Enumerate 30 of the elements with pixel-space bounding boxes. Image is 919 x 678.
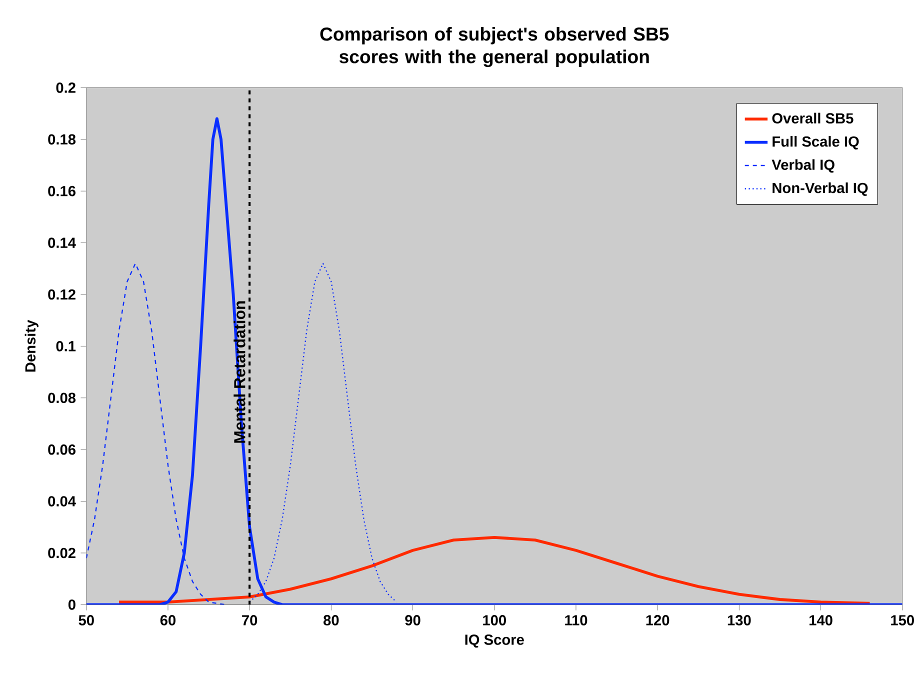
y-tick-label: 0.16: [48, 186, 76, 196]
x-tick-label: 120: [646, 615, 670, 626]
y-tick-label: 0.1: [56, 341, 76, 352]
x-tick-label: 60: [160, 615, 176, 626]
chart-title: Comparison of subject's observed SB5 scores with the general population: [320, 27, 669, 68]
ref-line-label: Mental Retardation: [234, 301, 246, 443]
y-tick-label: 0.18: [48, 134, 76, 145]
y-tick-label: 0: [68, 600, 76, 610]
y-tick-label: 0.02: [48, 548, 76, 558]
x-tick-label: 110: [565, 615, 588, 626]
x-tick-label: 140: [810, 615, 832, 626]
y-tick-label: 0.08: [48, 392, 76, 404]
x-tick-label: 130: [728, 615, 751, 626]
legend-label: Non-Verbal IQ: [772, 182, 868, 196]
legend-label: Full Scale IQ: [772, 136, 859, 150]
y-axis-title: Density: [24, 320, 38, 372]
legend-label: Verbal IQ: [772, 159, 834, 173]
x-tick-label: 70: [242, 615, 258, 626]
x-tick-label: 80: [324, 615, 339, 626]
y-tick-label: 0.2: [56, 82, 76, 93]
x-tick-label: 150: [891, 615, 914, 626]
x-tick-label: 90: [405, 615, 420, 626]
x-tick-label: 100: [483, 615, 506, 626]
x-axis-title: IQ Score: [465, 634, 524, 648]
y-tick-label: 0.12: [48, 289, 76, 300]
y-tick-label: 0.14: [48, 238, 76, 248]
y-tick-label: 0.04: [48, 496, 76, 507]
y-tick-label: 0.06: [48, 444, 76, 455]
legend-label: Overall SB5: [772, 112, 854, 124]
x-tick-label: 50: [78, 615, 94, 626]
